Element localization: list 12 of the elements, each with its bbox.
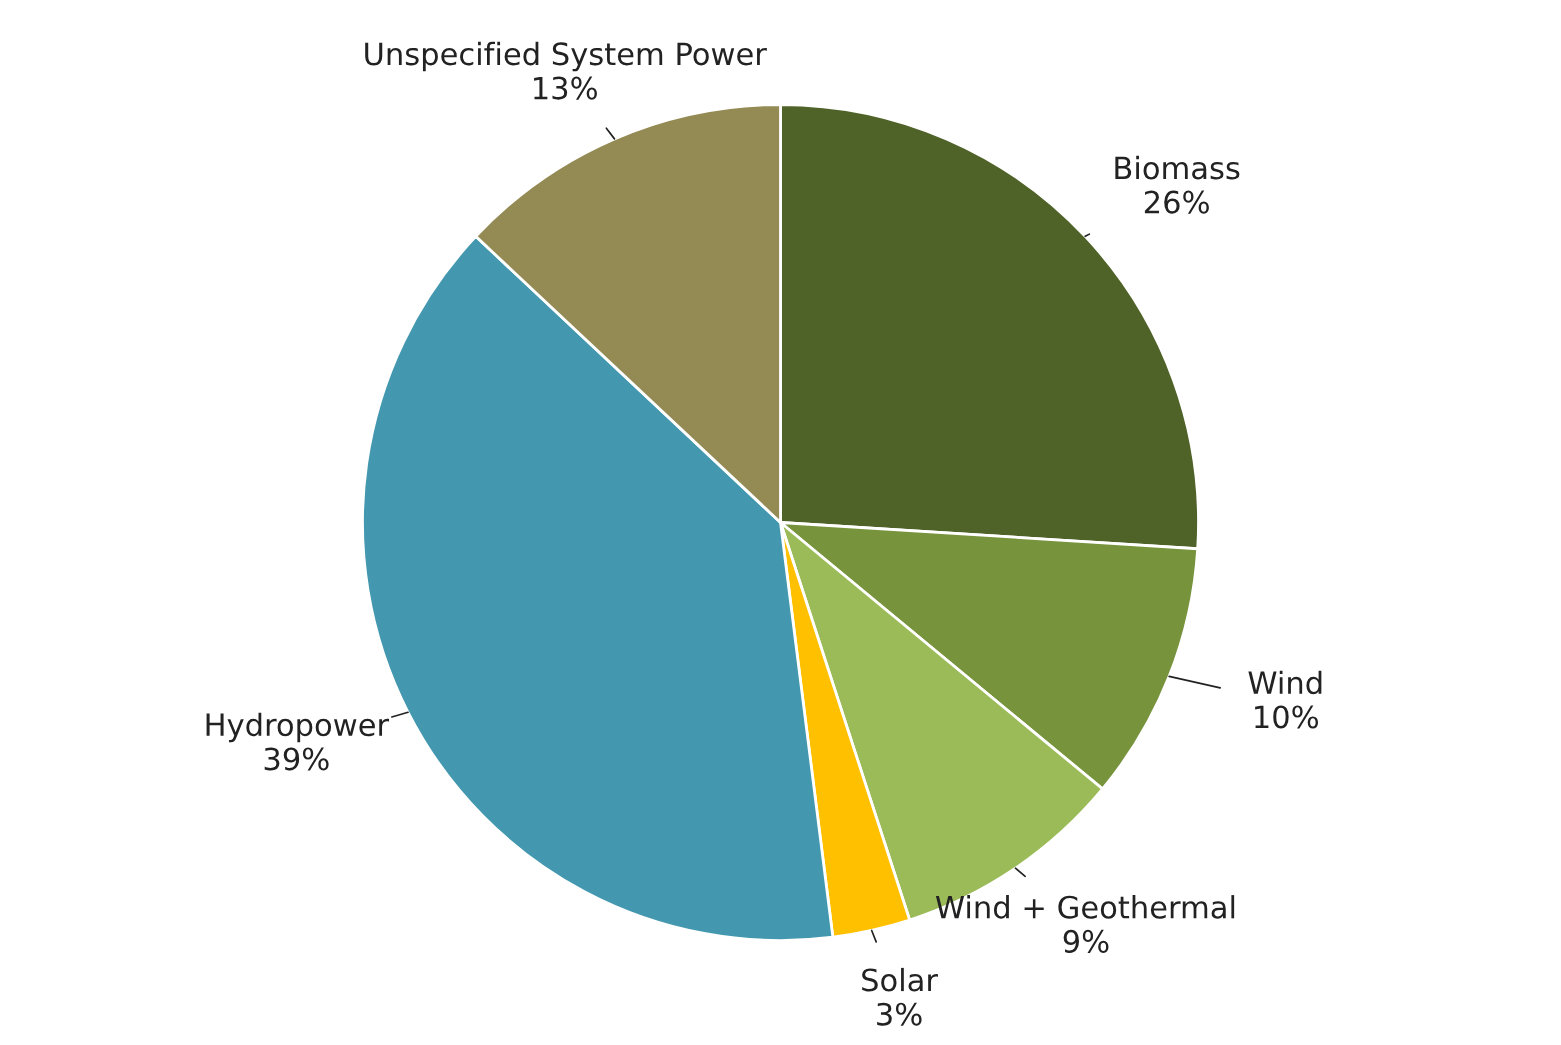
data-label: 3% [877,1002,922,1026]
slice-label: Biomass [1115,155,1240,180]
slice-label: Wind [1248,670,1322,695]
data-label: 39% [264,747,329,771]
data-label: 26% [1144,190,1209,214]
slice-label: Unspecified System Power [365,41,767,72]
slice-label: Wind + Geothermal [935,895,1235,919]
data-label: 9% [1063,929,1109,953]
data-label: 13% [534,76,597,100]
slice-label: Hydropower [206,712,390,743]
data-label: 10% [1255,705,1319,729]
slice-label: Solar [862,967,938,992]
